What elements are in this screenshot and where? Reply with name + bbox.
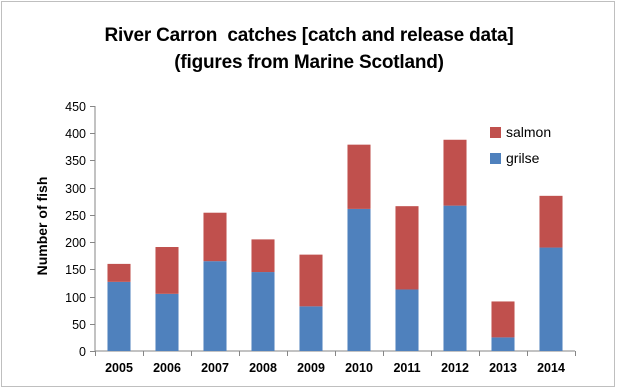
y-tick-label: 350 bbox=[65, 154, 86, 168]
bar-grilse-2014 bbox=[539, 247, 563, 351]
y-tick-label: 450 bbox=[65, 100, 86, 114]
y-tick-label: 50 bbox=[72, 318, 86, 332]
bars-layer bbox=[107, 139, 563, 351]
y-tick-label: 150 bbox=[65, 263, 86, 277]
x-tick-label: 2014 bbox=[537, 361, 565, 375]
bar-salmon-2012 bbox=[443, 139, 467, 206]
bar-grilse-2005 bbox=[107, 281, 131, 351]
chart-title: River Carron catches [catch and release … bbox=[0, 22, 618, 76]
bar-salmon-2005 bbox=[107, 263, 131, 282]
bar-salmon-2009 bbox=[299, 254, 323, 307]
bar-grilse-2013 bbox=[491, 337, 515, 351]
bar-grilse-2006 bbox=[155, 293, 179, 351]
legend-label-salmon: salmon bbox=[506, 124, 551, 140]
x-tick-label: 2012 bbox=[441, 361, 469, 375]
bar-salmon-2007 bbox=[203, 212, 227, 262]
y-tick-label: 300 bbox=[65, 182, 86, 196]
y-tick-label: 0 bbox=[79, 345, 86, 359]
bar-salmon-2014 bbox=[539, 195, 563, 248]
x-tick-label: 2011 bbox=[393, 361, 420, 375]
chart-title-line-1: River Carron catches [catch and release … bbox=[104, 25, 514, 46]
legend-swatch-grilse bbox=[490, 153, 501, 164]
x-tick-label: 2006 bbox=[153, 361, 181, 375]
y-tick-label: 250 bbox=[65, 209, 86, 223]
y-axis-label: Number of fish bbox=[34, 177, 50, 276]
bar-grilse-2009 bbox=[299, 306, 323, 351]
bar-grilse-2008 bbox=[251, 272, 275, 351]
bar-salmon-2011 bbox=[395, 206, 419, 290]
bar-grilse-2011 bbox=[395, 289, 419, 351]
x-tick-label: 2010 bbox=[345, 361, 373, 375]
bar-salmon-2013 bbox=[491, 301, 515, 338]
x-tick-label: 2008 bbox=[249, 361, 277, 375]
x-tick-label: 2013 bbox=[489, 361, 517, 375]
x-tick-label: 2009 bbox=[297, 361, 325, 375]
y-tick-label: 400 bbox=[65, 127, 86, 141]
legend-label-grilse: grilse bbox=[506, 150, 540, 166]
bar-salmon-2010 bbox=[347, 144, 371, 209]
x-tick-label: 2005 bbox=[105, 361, 133, 375]
bar-grilse-2010 bbox=[347, 208, 371, 351]
legend-swatch-salmon bbox=[490, 127, 501, 138]
legend: salmon grilse bbox=[490, 124, 551, 166]
chart-title-line-2: (figures from Marine Scotland) bbox=[174, 52, 444, 73]
bar-salmon-2008 bbox=[251, 239, 275, 273]
y-tick-label: 100 bbox=[65, 291, 86, 305]
bar-salmon-2006 bbox=[155, 247, 179, 294]
y-tick-label: 200 bbox=[65, 236, 86, 250]
x-tick-label: 2007 bbox=[201, 361, 229, 375]
bar-grilse-2007 bbox=[203, 261, 227, 351]
bar-grilse-2012 bbox=[443, 205, 467, 351]
